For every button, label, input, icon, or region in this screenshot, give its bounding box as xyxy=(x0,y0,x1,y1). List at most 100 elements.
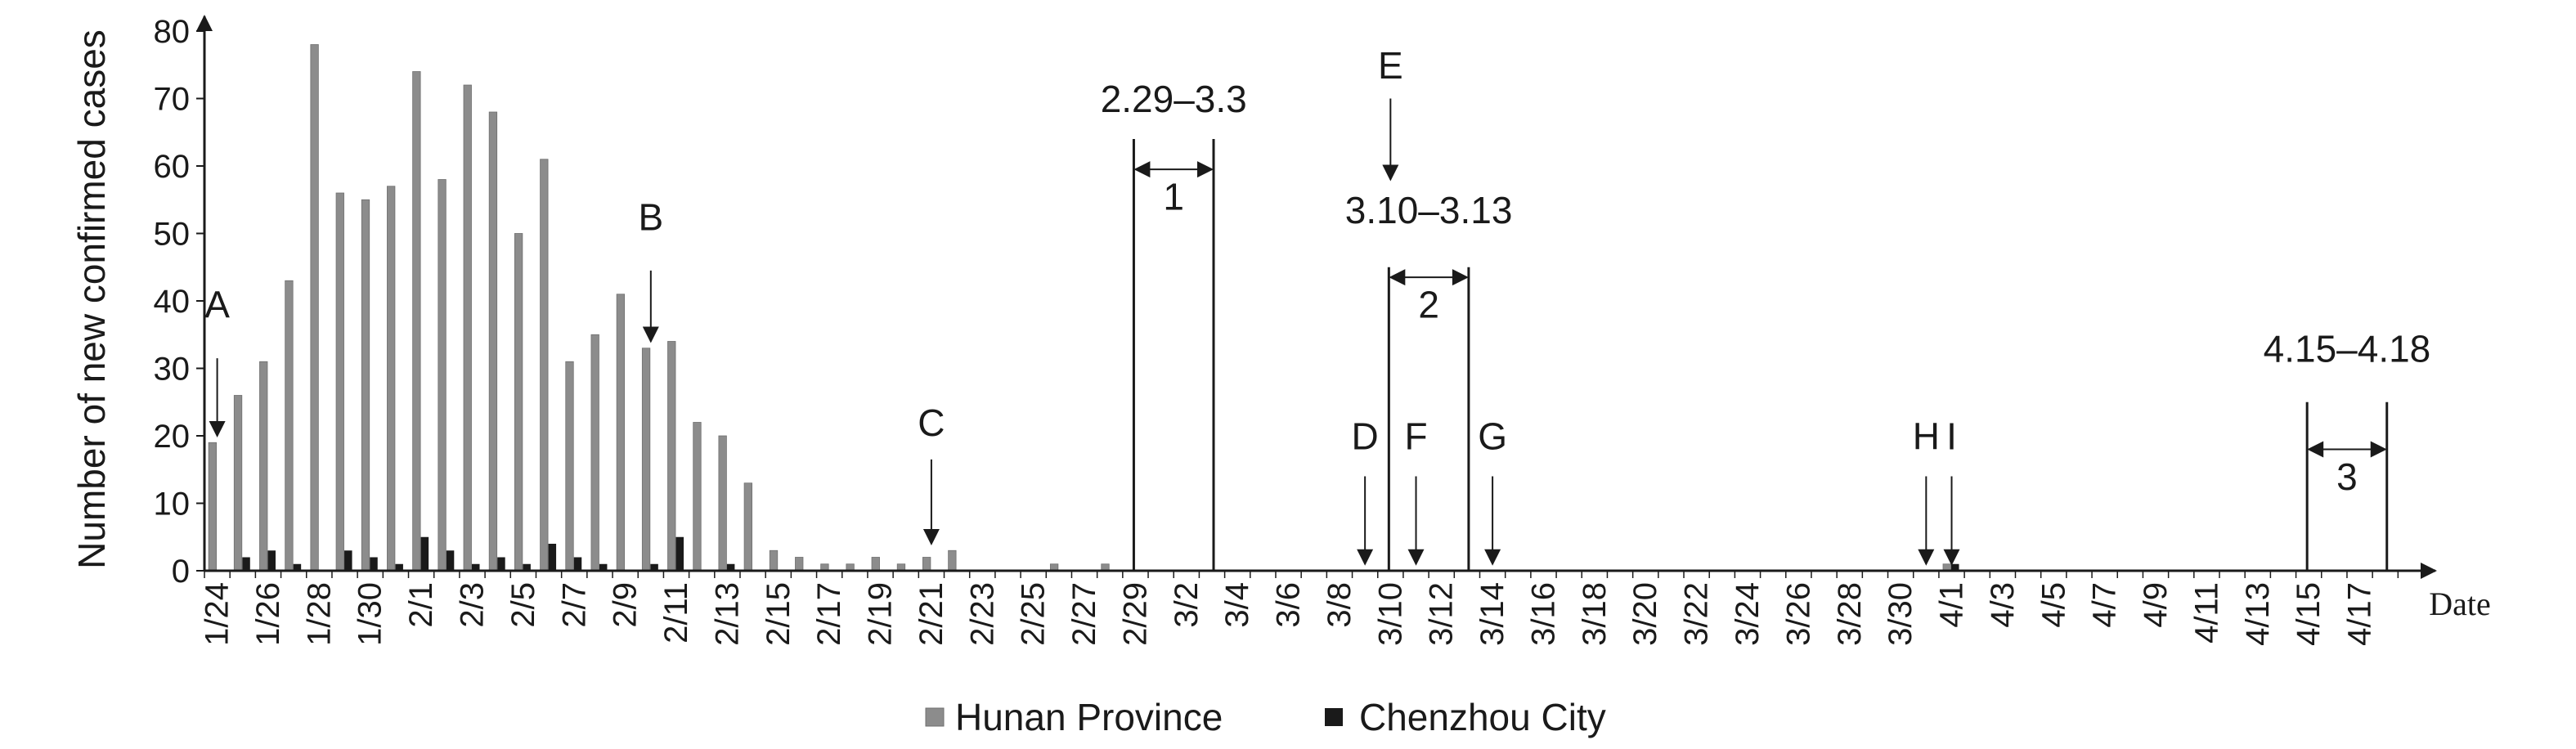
event-label-c: C xyxy=(918,401,945,444)
x-tick-label: 3/12 xyxy=(1424,582,1460,646)
bar-chenzhou-city-1-29 xyxy=(344,550,352,571)
bar-chenzhou-city-1-31 xyxy=(395,563,403,571)
x-tick-label: 3/22 xyxy=(1679,582,1715,646)
annotations-group: A B C D E F G H I 2.29–3.3 1 3.10–3.13 2 4.15–4.18 3 xyxy=(204,44,2430,571)
x-tick-label: 2/25 xyxy=(1016,582,1052,646)
bar-chenzhou-city-4-1 xyxy=(1951,563,1959,571)
bar-hunan-province-2-9 xyxy=(616,294,626,572)
x-tick-label: 4/1 xyxy=(1934,582,1970,628)
x-tick-label: 4/17 xyxy=(2342,582,2378,646)
x-tick-label: 3/18 xyxy=(1577,582,1613,646)
bar-chenzhou-city-2-1 xyxy=(420,536,429,571)
x-tick-label: 3/4 xyxy=(1219,582,1255,628)
bar-hunan-province-1-29 xyxy=(335,192,344,572)
bar-chenzhou-city-1-26 xyxy=(267,550,276,571)
bars-group xyxy=(208,44,1959,572)
bar-hunan-province-2-5 xyxy=(514,233,523,572)
bar-hunan-province-1-28 xyxy=(310,44,319,572)
x-tick-label: 2/13 xyxy=(709,582,745,646)
bar-chenzhou-city-2-4 xyxy=(497,557,505,571)
bar-hunan-province-1-25 xyxy=(233,395,243,572)
axes-group: 0 10 20 30 40 50 60 70 80 1/24 1/26 1/28 1/30 2/1 2/3 2… xyxy=(154,14,2437,646)
bar-hunan-province-1-26 xyxy=(259,361,268,572)
bar-hunan-province-2-13 xyxy=(718,435,727,572)
y-tick-label: 70 xyxy=(154,82,191,118)
x-tick-label: 3/2 xyxy=(1169,582,1205,628)
legend-label-chenzhou: Chenzhou City xyxy=(1359,696,1606,738)
event-label-b: B xyxy=(638,195,663,238)
x-tick-label: 1/24 xyxy=(200,582,236,646)
x-tick-label: 2/3 xyxy=(454,582,490,628)
x-tick-label: 2/21 xyxy=(913,582,949,646)
bar-hunan-province-2-1 xyxy=(412,71,421,572)
legend-label-hunan: Hunan Province xyxy=(955,696,1223,738)
period-2-range-label: 3.10–3.13 xyxy=(1345,189,1513,231)
x-tick-label: 2/23 xyxy=(964,582,1000,646)
bar-hunan-province-2-19 xyxy=(871,557,880,572)
bar-hunan-province-2-6 xyxy=(540,159,549,572)
bar-hunan-province-2-7 xyxy=(565,361,574,572)
bar-hunan-province-2-3 xyxy=(463,84,472,572)
event-label-g: G xyxy=(1478,415,1507,458)
bar-hunan-province-2-14 xyxy=(743,482,752,572)
bar-hunan-province-2-4 xyxy=(488,111,498,572)
y-tick-label: 10 xyxy=(154,487,191,523)
x-tick-label: 3/8 xyxy=(1322,582,1358,628)
y-tick-label: 30 xyxy=(154,352,191,388)
event-label-e: E xyxy=(1378,44,1403,87)
bar-hunan-province-2-11 xyxy=(667,341,676,572)
x-tick-label: 3/16 xyxy=(1525,582,1561,646)
y-tick-label: 0 xyxy=(172,554,190,590)
x-tick-label: 2/5 xyxy=(505,582,541,628)
bar-chenzhou-city-2-11 xyxy=(675,536,684,571)
x-tick-label: 2/7 xyxy=(556,582,592,628)
x-tick-label: 2/27 xyxy=(1066,582,1102,646)
legend: Hunan Province Chenzhou City xyxy=(925,696,1606,738)
bar-hunan-province-2-2 xyxy=(438,179,447,572)
y-tick-label: 60 xyxy=(154,149,191,185)
event-label-i: I xyxy=(1946,415,1957,458)
period-1-range-label: 2.29–3.3 xyxy=(1101,78,1247,120)
event-label-h: H xyxy=(1913,415,1940,458)
x-tick-label: 2/9 xyxy=(608,582,644,628)
x-tick-label: 2/1 xyxy=(403,582,439,628)
x-tick-label: 2/11 xyxy=(658,582,694,644)
x-tick-label: 4/3 xyxy=(1985,582,2021,628)
bar-hunan-province-1-30 xyxy=(361,199,370,572)
bar-hunan-province-1-27 xyxy=(285,280,294,572)
bar-hunan-province-2-15 xyxy=(769,549,779,572)
x-tick-label: 2/15 xyxy=(761,582,797,646)
period-2-number: 2 xyxy=(1418,284,1439,326)
x-tick-label: 1/30 xyxy=(352,582,388,646)
bar-chenzhou-city-1-25 xyxy=(242,557,250,571)
legend-swatch-chenzhou xyxy=(1325,708,1343,726)
x-tick-label: 3/28 xyxy=(1832,582,1868,646)
bar-hunan-province-1-24 xyxy=(208,442,218,572)
x-tick-label: 4/13 xyxy=(2240,582,2276,646)
x-tick-label: 3/30 xyxy=(1883,582,1919,646)
x-tick-label: 2/17 xyxy=(811,582,847,646)
legend-swatch-hunan xyxy=(925,707,945,727)
event-label-a: A xyxy=(204,284,230,326)
bar-chenzhou-city-2-8 xyxy=(599,563,608,571)
x-tick-label: 3/6 xyxy=(1271,582,1307,628)
x-tick-label: 2/29 xyxy=(1117,582,1153,646)
x-tick-label: 1/28 xyxy=(301,582,337,646)
bar-chenzhou-city-1-30 xyxy=(370,557,378,571)
bar-chenzhou-city-2-10 xyxy=(650,563,658,571)
bar-hunan-province-2-10 xyxy=(641,348,651,572)
bar-hunan-province-2-22 xyxy=(948,549,957,572)
y-tick-label: 20 xyxy=(154,419,191,455)
bar-hunan-province-2-16 xyxy=(795,557,804,572)
x-tick-label: 1/26 xyxy=(250,582,286,646)
x-tick-label: 3/24 xyxy=(1730,582,1766,646)
bar-hunan-province-2-12 xyxy=(693,422,702,572)
bar-chenzhou-city-2-3 xyxy=(472,563,480,571)
bar-hunan-province-1-31 xyxy=(387,186,396,572)
bar-chenzhou-city-2-5 xyxy=(523,563,531,571)
x-tick-label: 2/19 xyxy=(863,582,899,646)
x-tick-label: 4/9 xyxy=(2138,582,2174,628)
bar-hunan-province-2-21 xyxy=(922,557,931,572)
period-1-number: 1 xyxy=(1163,176,1184,218)
